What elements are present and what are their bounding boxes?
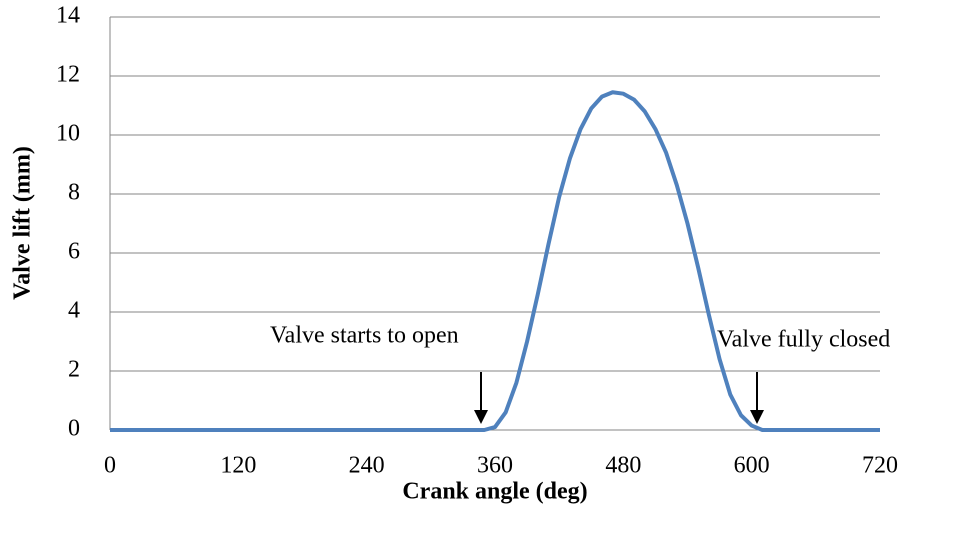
y-tick-label: 8 — [68, 180, 80, 206]
y-axis-label: Valve lift (mm) — [10, 146, 36, 300]
y-tick-label: 12 — [56, 62, 80, 88]
x-tick-label: 120 — [220, 453, 256, 479]
annotation: Valve fully closed — [717, 327, 890, 353]
x-tick-label: 720 — [862, 453, 898, 479]
y-tick-label: 10 — [56, 121, 80, 147]
y-tick-label: 2 — [68, 357, 80, 383]
x-tick-label: 600 — [734, 453, 770, 479]
y-tick-label: 14 — [56, 3, 80, 29]
x-tick-label: 0 — [104, 453, 116, 479]
y-tick-label: 6 — [68, 239, 80, 265]
arrow-head — [750, 410, 764, 424]
x-axis-label: Crank angle (deg) — [402, 479, 587, 505]
arrow-head — [474, 410, 488, 424]
x-tick-label: 480 — [605, 453, 641, 479]
y-tick-label: 4 — [68, 298, 80, 324]
line — [110, 90, 880, 432]
y-tick-label: 0 — [68, 416, 80, 442]
x-tick-label: 360 — [477, 453, 513, 479]
x-tick-label: 240 — [349, 453, 385, 479]
annotation: Valve starts to open — [270, 323, 459, 349]
